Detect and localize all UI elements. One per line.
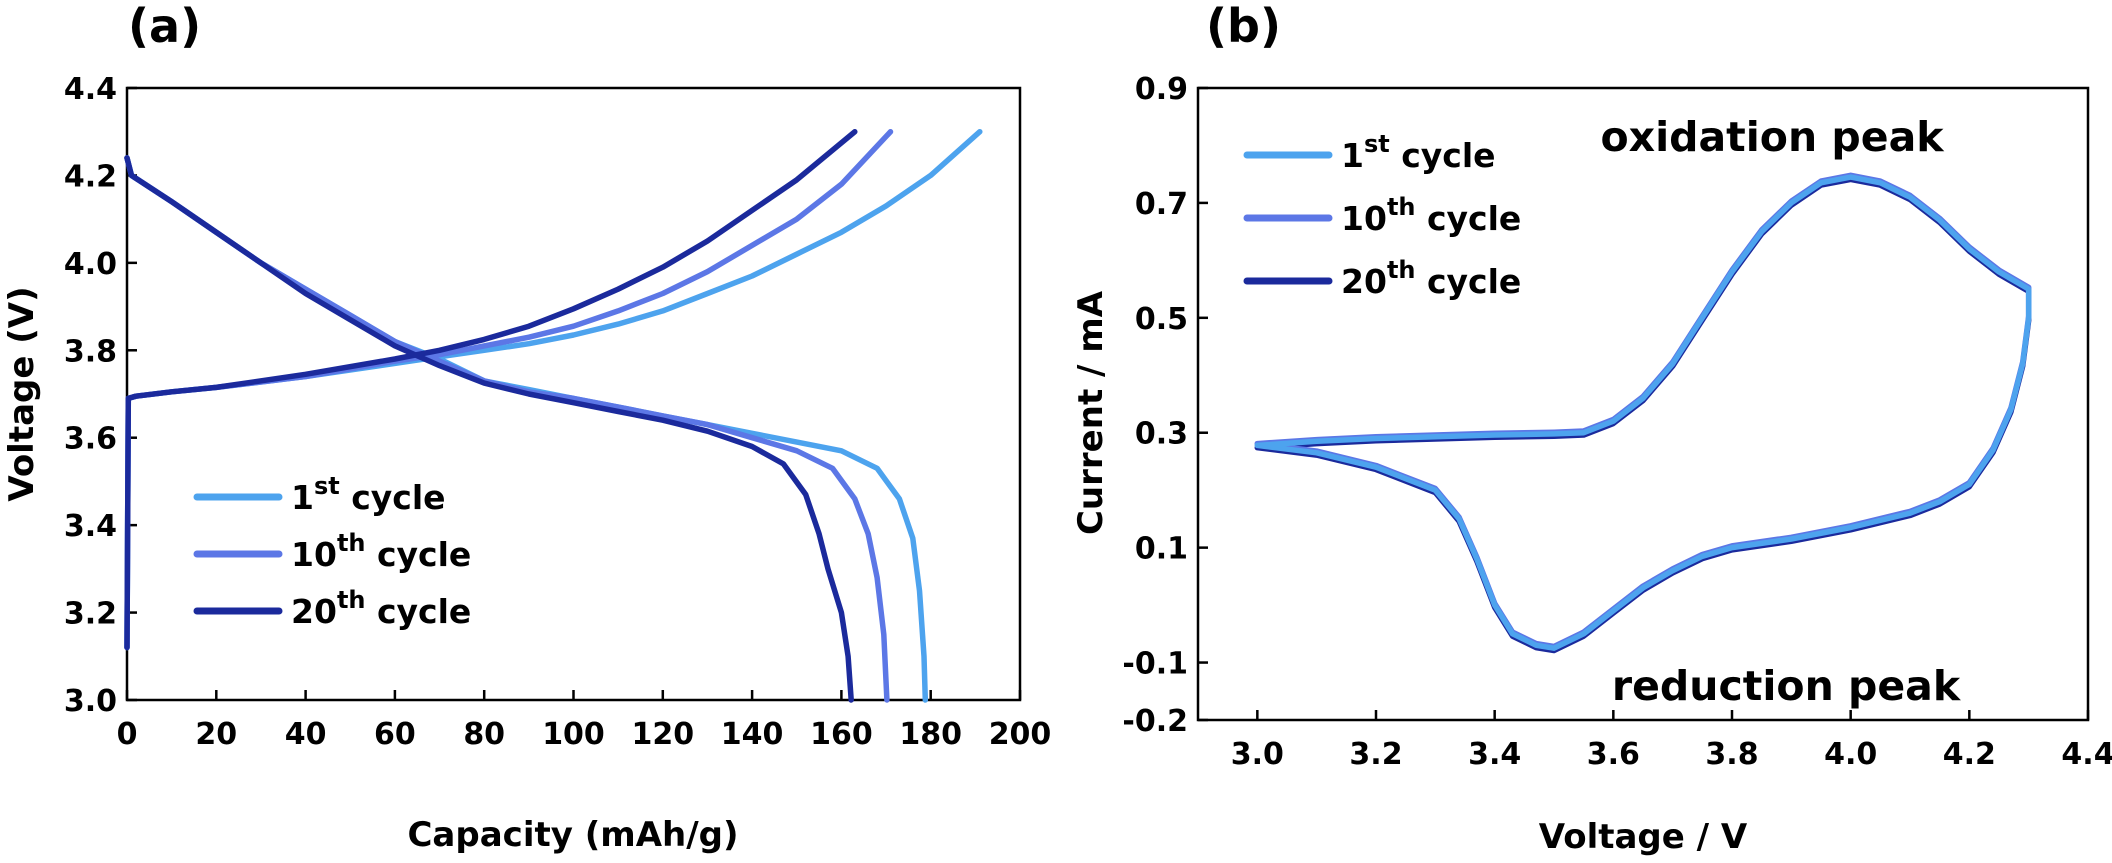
panel-b-y-tick-label: -0.1 <box>1122 647 1188 682</box>
panel-a-discharge-curve-2 <box>124 155 890 703</box>
panel-b-cyclic-voltammetry: (b) 3.0 3.2 3.4 3.6 3.8 4.0 4.2 4.4 -0.2 -0.1 0.1… <box>1071 0 2112 857</box>
panel-b-y-tick-label: 0.9 <box>1135 72 1188 107</box>
panel-b-x-tick-label: 4.4 <box>2061 737 2112 772</box>
panel-b-y-tick-label: -0.2 <box>1122 704 1188 739</box>
panel-a-charge-curve-3 <box>124 128 858 651</box>
panel-a-y-tick-label: 3.2 <box>64 597 117 632</box>
panel-b-y-tick-label: 0.5 <box>1135 302 1188 337</box>
panel-a-legend-label: 20th cycle <box>291 586 471 631</box>
panel-a-x-tick-label: 80 <box>463 717 505 752</box>
panel-b-legend-label: 10th cycle <box>1341 193 1521 238</box>
panel-a-x-tick-label: 60 <box>374 717 416 752</box>
panel-b-x-axis-title: Voltage / V <box>1539 817 1748 857</box>
panel-a-discharge-curve-1 <box>124 155 929 703</box>
panel-a-x-tick-label: 100 <box>542 717 605 752</box>
panel-a-legend-label: 1st cycle <box>291 472 446 517</box>
panel-b-x-tick-label: 3.2 <box>1349 737 1402 772</box>
panel-b-cv-curve-2 <box>1254 172 2032 650</box>
panel-a-y-tick-label: 4.4 <box>64 72 117 107</box>
panel-b-x-ticks: 3.0 3.2 3.4 3.6 3.8 4.0 4.2 4.4 <box>1231 710 2112 772</box>
panel-a-x-tick-label: 0 <box>117 717 138 752</box>
panel-a-x-tick-label: 200 <box>989 717 1052 752</box>
panel-b-y-tick-label: 0.1 <box>1135 532 1188 567</box>
panel-a-x-tick-label: 160 <box>810 717 873 752</box>
panel-a-x-tick-label: 180 <box>899 717 962 752</box>
panel-a-y-axis-title: Voltage (V) <box>2 286 42 501</box>
panel-a-y-tick-label: 3.0 <box>64 684 117 719</box>
panel-b-y-ticks: -0.2 -0.1 0.1 0.3 0.5 0.7 0.9 <box>1122 72 1208 739</box>
panel-a-discharge-curve-3 <box>124 155 854 703</box>
panel-b-series <box>1254 172 2032 654</box>
reduction-peak-annotation: reduction peak <box>1612 662 1962 710</box>
panel-b-y-tick-label: 0.3 <box>1135 417 1188 452</box>
panel-a-x-axis-title: Capacity (mAh/g) <box>407 815 738 855</box>
panel-a-y-tick-label: 4.2 <box>64 159 117 194</box>
panel-a-label: (a) <box>128 0 201 53</box>
oxidation-peak-annotation: oxidation peak <box>1600 113 1945 161</box>
panel-a-y-tick-label: 4.0 <box>64 247 117 282</box>
panel-a-legend-label: 10th cycle <box>291 529 471 574</box>
panel-b-legend-label: 1st cycle <box>1341 130 1496 175</box>
panel-b-x-tick-label: 3.4 <box>1468 737 1521 772</box>
panel-a-legend: 1st cycle 10th cycle 20th cycle <box>193 472 471 631</box>
panel-b-y-axis-title: Current / mA <box>1071 290 1111 535</box>
panel-a-series <box>124 128 983 703</box>
panel-a-charge-curve-1 <box>124 128 983 651</box>
panel-b-x-tick-label: 3.0 <box>1231 737 1284 772</box>
panel-b-x-tick-label: 4.0 <box>1824 737 1877 772</box>
panel-a-y-ticks: 3.0 3.2 3.4 3.6 3.8 4.0 4.2 4.4 <box>64 72 137 719</box>
panel-a-x-ticks: 0 20 40 60 80 100 120 140 160 180 200 <box>117 690 1052 752</box>
panel-a-x-tick-label: 120 <box>631 717 694 752</box>
panel-a-charge-discharge: (a) 0 20 40 60 80 100 120 140 160 180 200 3.03.23.… <box>2 0 1051 855</box>
panel-a-x-tick-label: 40 <box>285 717 327 752</box>
panel-b-y-tick-label: 0.7 <box>1135 187 1188 222</box>
panel-b-cv-curve-1 <box>1254 174 2032 651</box>
panel-b-cv-curve-3 <box>1254 176 2032 654</box>
panel-b-label: (b) <box>1206 0 1281 53</box>
panel-b-x-tick-label: 4.2 <box>1943 737 1996 772</box>
panel-b-x-tick-label: 3.8 <box>1705 737 1758 772</box>
panel-a-x-tick-label: 20 <box>195 717 237 752</box>
panel-b-legend-label: 20th cycle <box>1341 256 1521 301</box>
panel-a-y-tick-label: 3.8 <box>64 334 117 369</box>
panel-a-y-tick-label: 3.6 <box>64 422 117 457</box>
panel-a-x-tick-label: 140 <box>721 717 784 752</box>
panel-b-plot-frame <box>1196 86 2090 722</box>
panel-b-legend: 1st cycle 10th cycle 20th cycle <box>1243 130 1521 301</box>
panel-b-x-tick-label: 3.6 <box>1587 737 1640 772</box>
panel-a-y-tick-label: 3.4 <box>64 509 117 544</box>
